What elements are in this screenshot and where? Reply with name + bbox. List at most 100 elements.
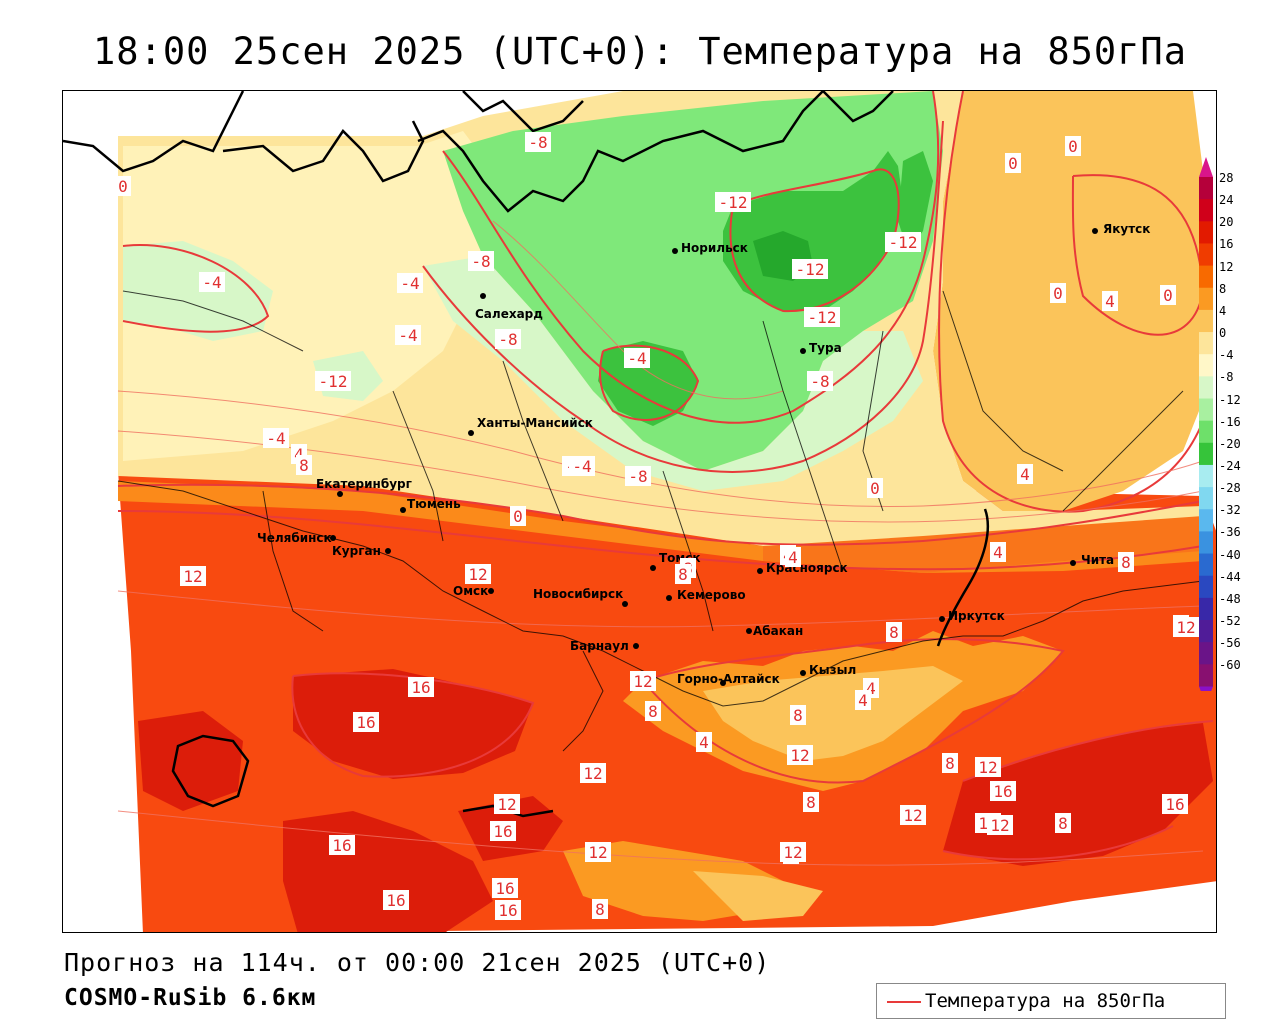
colorbar-segment: [1199, 287, 1213, 311]
isotherm-label-box: [115, 176, 131, 196]
city-marker: [939, 616, 945, 622]
isotherm-label-box: [495, 900, 521, 920]
colorbar-segment: [1199, 575, 1213, 599]
isotherm-label-box: [180, 566, 206, 586]
colorbar-tick-label: -36: [1219, 525, 1241, 540]
coastline: [417, 91, 824, 213]
isotherm-label-box: [886, 622, 902, 642]
temperature-field-4: [703, 666, 963, 761]
isotherm-label: 8: [678, 565, 688, 584]
colorbar-segment: [1199, 464, 1213, 488]
isotherm-label-box: [780, 842, 806, 862]
border-line: [502, 360, 564, 522]
isotherm-label: 8: [806, 793, 816, 812]
colorbar-tick-label: -4: [1219, 348, 1234, 363]
colorbar-tick-label: -44: [1219, 569, 1241, 584]
isotherm-label: 12: [468, 565, 487, 584]
isotherm-label-box: [790, 705, 806, 725]
city-label: Курган: [332, 544, 381, 558]
city-label: Барнаул: [570, 639, 629, 653]
colorbar-segment: [1199, 199, 1213, 222]
isotherm-label: 4: [699, 733, 709, 752]
isotherm-label: -12: [796, 260, 825, 279]
isotherm-label-box: [785, 547, 801, 567]
border-line: [117, 480, 1204, 707]
isotherm-label: -4: [400, 274, 419, 293]
border-line: [262, 490, 324, 632]
isotherm-line: [122, 244, 270, 333]
city-label: Горно-Алтайск: [677, 672, 780, 686]
city-marker: [666, 595, 672, 601]
coastlines: [63, 91, 989, 818]
isotherm-label-box: [494, 794, 520, 814]
legend-line-swatch: [887, 1001, 921, 1003]
isotherm-label-box: [645, 701, 661, 721]
isotherm-label: 16: [498, 901, 517, 920]
isotherm-thin-line: [117, 430, 1204, 523]
isotherm-label: -4: [202, 273, 221, 292]
isotherm-line: [117, 483, 1204, 546]
isotherm-label-box: [592, 899, 608, 919]
isotherm-label-box: [296, 455, 312, 475]
isotherm-label-box: [1005, 153, 1021, 173]
colorbar-segment: [1199, 597, 1213, 621]
colorbar-segment: [1199, 509, 1213, 532]
isotherm-label: -4: [627, 349, 646, 368]
isotherm-label: 4: [1020, 465, 1030, 484]
colorbar-tick-label: -20: [1219, 436, 1241, 451]
isotherm-label-box: [199, 272, 225, 292]
isotherm-label-box: [263, 428, 289, 448]
city-label: Иркутск: [948, 609, 1005, 623]
isotherm-label-box: [465, 564, 491, 584]
isotherm-label-box: [807, 371, 833, 391]
colorbar-tick-label: -32: [1219, 503, 1241, 518]
colorbar-segment: [1199, 177, 1213, 200]
isotherm-label-box: [696, 732, 712, 752]
isotherm-label: 12: [633, 672, 652, 691]
city-label: Челябинск: [257, 531, 332, 545]
city-marker: [1070, 560, 1076, 566]
isotherm-label-box: [975, 757, 1001, 777]
coastline: [822, 91, 894, 123]
isotherm-label-box: [990, 542, 1006, 562]
city-marker: [400, 507, 406, 513]
isotherm-label-box: [625, 466, 651, 486]
border-line: [762, 320, 844, 572]
colorbar-segment: [1199, 642, 1213, 665]
isotherm-label: 12: [903, 806, 922, 825]
isotherm-label: 12: [1176, 618, 1195, 637]
isotherm-label-box: [1065, 136, 1081, 156]
city-label: Якутск: [1103, 222, 1150, 236]
isotherm-label-box: [867, 478, 883, 498]
isotherm-label-box: [1017, 464, 1033, 484]
isotherm-label: 8: [889, 623, 899, 642]
colorbar-tick-label: -8: [1219, 370, 1234, 385]
isotherm-label-box: [1055, 813, 1071, 833]
colorbar-tick-label: -56: [1219, 636, 1241, 651]
coastline: [222, 120, 425, 183]
isotherm-thin-line: [117, 810, 1204, 866]
city-marker: [746, 628, 752, 634]
city-label: Кемерово: [677, 588, 746, 602]
isotherm-label: -4: [398, 326, 417, 345]
isotherm-line: [599, 344, 700, 421]
colorbar-segment: [1199, 420, 1213, 444]
colorbar-segment: [1199, 531, 1213, 555]
isotherm-line: [938, 91, 1204, 513]
city-marker: [720, 680, 726, 686]
colorbar-segment: [1199, 664, 1213, 687]
isotherm-label: 4: [993, 543, 1003, 562]
city-marker: [480, 293, 486, 299]
isotherm-label-box: [315, 371, 351, 391]
isotherm-label: 16: [332, 836, 351, 855]
isotherm-label: 0: [513, 507, 523, 526]
isotherm-line: [442, 91, 940, 424]
isotherm-label: 8: [793, 706, 803, 725]
temperature-field-minus12: [598, 341, 698, 426]
colorbar-tick-label: -24: [1219, 458, 1241, 473]
isotherm-label: -8: [528, 133, 547, 152]
isotherm-label-box: [990, 781, 1016, 801]
colorbar-top-arrow: [1199, 157, 1213, 177]
isotherm-label-box: [792, 259, 828, 279]
isotherm-label: -12: [808, 308, 837, 327]
